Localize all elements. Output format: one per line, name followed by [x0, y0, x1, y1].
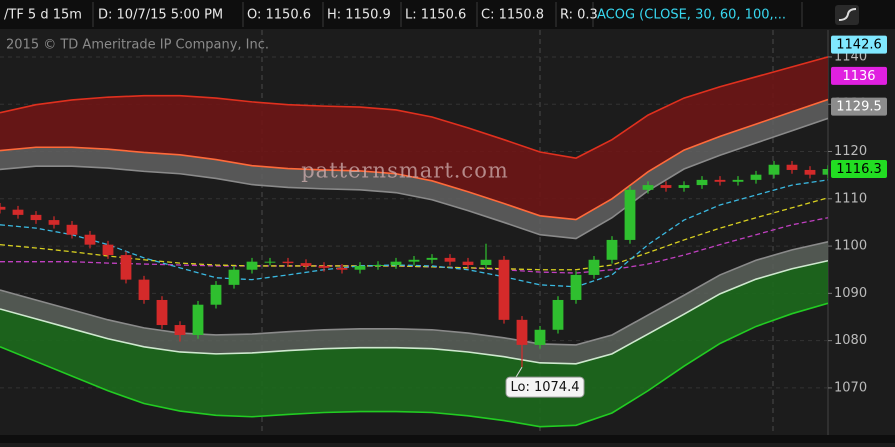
candle-body [0, 206, 6, 210]
candle-body [102, 244, 114, 256]
candle-body [318, 265, 330, 268]
y-tick-label: 1080 [834, 333, 867, 348]
candle-body [174, 325, 186, 335]
moving-average [0, 179, 828, 288]
candle-body [462, 261, 474, 265]
candle-body [606, 239, 618, 260]
candle-body [246, 261, 258, 270]
candle-body [714, 179, 726, 182]
candle-body [30, 214, 42, 221]
candle-body [192, 304, 204, 335]
candle-body [84, 234, 96, 245]
price-label-box [831, 97, 887, 116]
date: D: 10/7/15 5:00 PM [98, 8, 223, 23]
candle-body [534, 329, 546, 345]
band-fill [0, 241, 828, 364]
moving-average [0, 217, 828, 274]
y-tick-label: 1100 [834, 239, 867, 254]
candle-body [588, 259, 600, 275]
candle-body [552, 299, 564, 330]
candle-body [228, 269, 240, 285]
high: H: 1150.9 [327, 8, 391, 23]
candle-body [660, 185, 672, 188]
candle-body [66, 224, 78, 235]
candle-body [48, 220, 60, 225]
open: O: 1150.6 [247, 8, 311, 23]
candle-body [408, 259, 420, 262]
candle-body [570, 274, 582, 300]
symbol[interactable]: /TF 5 d 15m [4, 8, 82, 23]
candle-body [732, 179, 744, 182]
candle-body [804, 169, 816, 175]
candle-body [390, 261, 402, 265]
price-label-box [831, 35, 887, 54]
plot-area [0, 30, 828, 435]
annotation-box [505, 376, 585, 398]
moving-average [0, 197, 828, 271]
candle-body [264, 261, 276, 263]
study-label[interactable]: ACOG (CLOSE, 30, 60, 100,... [597, 8, 786, 23]
candle-body [786, 164, 798, 170]
candle-body [372, 264, 384, 266]
range: R: 0.3 [560, 8, 598, 23]
candle-body [624, 189, 636, 240]
price-label: 1136 [842, 69, 875, 84]
candle-body [156, 299, 168, 326]
candle-body [480, 259, 492, 265]
candle-body [12, 209, 24, 215]
footer-bar [0, 435, 895, 443]
candle-body [516, 319, 528, 345]
band-line [0, 98, 828, 221]
y-tick-label: 1090 [834, 286, 867, 301]
band-line [0, 302, 828, 428]
candle-body [210, 284, 222, 305]
price-label-box [831, 66, 887, 85]
candle-body [444, 257, 456, 262]
candle-body [642, 185, 654, 190]
band-line [0, 117, 828, 240]
candle-body [768, 164, 780, 175]
header-bar [0, 0, 895, 29]
y-tick-label: 1120 [834, 144, 867, 159]
close: C: 1150.8 [481, 8, 544, 23]
style-icon[interactable] [835, 5, 859, 25]
price-label-box [831, 160, 887, 179]
candle-body [822, 169, 828, 175]
candle-body [426, 257, 438, 260]
annotation-label: Lo: 1074.4 [511, 380, 580, 395]
candle-body [336, 267, 348, 270]
candle-body [678, 185, 690, 188]
candle-body [300, 263, 312, 266]
candle-body [282, 261, 294, 264]
y-tick-label: 1110 [834, 191, 867, 206]
low: L: 1150.6 [405, 8, 466, 23]
annotation-pointer [515, 366, 523, 378]
band-line [0, 56, 828, 159]
candle-body [750, 174, 762, 180]
band-fill [0, 99, 828, 239]
band-line [0, 259, 828, 365]
y-tick-label: 1070 [834, 380, 867, 395]
candle-body [120, 255, 132, 280]
candle-body [354, 265, 366, 270]
band-fill [0, 260, 828, 427]
watermark: patternsmart.com [301, 159, 509, 183]
price-label: 1142.6 [836, 38, 882, 53]
price-label: 1116.3 [836, 162, 882, 177]
candle-body [498, 259, 510, 320]
candle-body [696, 179, 708, 186]
band-line [0, 241, 828, 346]
copyright: 2015 © TD Ameritrade IP Company, Inc. [6, 38, 269, 53]
price-label: 1129.5 [836, 100, 882, 115]
candle-body [138, 279, 150, 300]
header-separators [92, 2, 803, 27]
